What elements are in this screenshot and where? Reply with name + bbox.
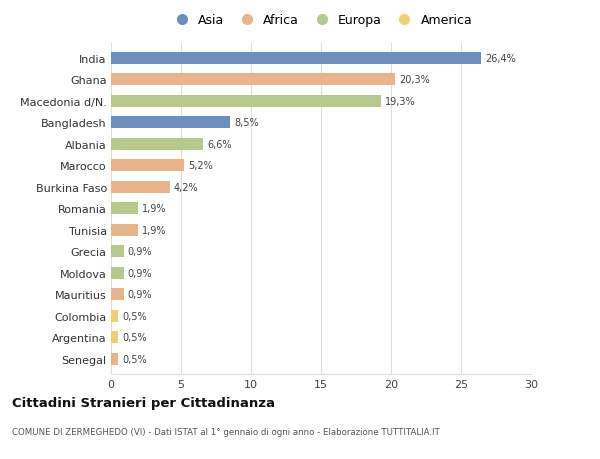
Text: 0,9%: 0,9% (128, 268, 152, 278)
Text: 0,5%: 0,5% (122, 354, 147, 364)
Text: 20,3%: 20,3% (400, 75, 430, 85)
Text: 4,2%: 4,2% (174, 182, 199, 192)
Text: 5,2%: 5,2% (188, 161, 213, 171)
Text: 0,9%: 0,9% (128, 290, 152, 300)
Bar (111, 117, 230, 129)
Bar (111, 267, 124, 279)
Bar (111, 310, 118, 322)
Bar (111, 246, 124, 257)
Bar (111, 74, 395, 86)
Bar (111, 353, 118, 365)
Text: 0,5%: 0,5% (122, 333, 147, 342)
Bar (111, 160, 184, 172)
Bar (111, 289, 124, 301)
Bar (111, 332, 118, 343)
Bar (111, 139, 203, 151)
Text: Cittadini Stranieri per Cittadinanza: Cittadini Stranieri per Cittadinanza (12, 396, 275, 409)
Text: 6,6%: 6,6% (208, 140, 232, 150)
Text: 19,3%: 19,3% (385, 96, 416, 106)
Bar (111, 53, 481, 65)
Bar (111, 95, 381, 107)
Text: COMUNE DI ZERMEGHEDO (VI) - Dati ISTAT al 1° gennaio di ogni anno - Elaborazione: COMUNE DI ZERMEGHEDO (VI) - Dati ISTAT a… (12, 427, 440, 436)
Text: 1,9%: 1,9% (142, 204, 166, 214)
Bar (111, 224, 137, 236)
Text: 1,9%: 1,9% (142, 225, 166, 235)
Text: 0,9%: 0,9% (128, 247, 152, 257)
Text: 8,5%: 8,5% (234, 118, 259, 128)
Legend: Asia, Africa, Europa, America: Asia, Africa, Europa, America (166, 10, 476, 31)
Text: 26,4%: 26,4% (485, 54, 515, 64)
Bar (111, 203, 137, 215)
Bar (111, 181, 170, 193)
Text: 0,5%: 0,5% (122, 311, 147, 321)
